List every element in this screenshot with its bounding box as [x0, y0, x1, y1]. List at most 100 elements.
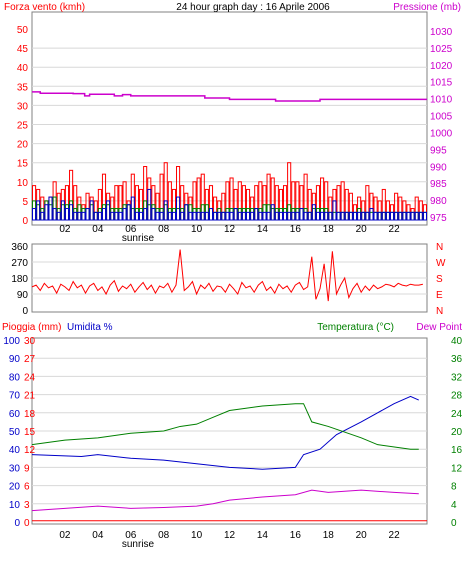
wind-bar: [126, 204, 131, 221]
wind-bar: [418, 211, 423, 221]
wind-bar: [93, 211, 98, 221]
wind-bar: [89, 200, 94, 221]
wind-bar: [225, 211, 230, 221]
wind-bar: [406, 211, 411, 221]
hour-tick-label: 06: [125, 224, 137, 235]
pressure-tick: 985: [430, 179, 447, 190]
wind-bar: [357, 211, 362, 221]
wind-bar: [352, 211, 358, 221]
temperature-tick: 28: [451, 391, 463, 402]
humidity-tick: 40: [9, 445, 21, 456]
wind-direction-tick: 90: [17, 290, 29, 301]
hour-tick-label: 08: [158, 530, 170, 541]
compass-tick: N: [436, 242, 443, 253]
wind-bar: [245, 211, 251, 221]
wind-bar: [217, 211, 222, 221]
hour-tick-label: 08: [158, 224, 170, 235]
sunrise-label-top: sunrise: [122, 233, 155, 244]
rain-tick-labels: 0 3 6 9 12 15 18 21 24 27 30: [24, 336, 36, 529]
pressure-tick: 1030: [430, 27, 453, 38]
wind-speed-tick-labels: 0 5 10 15 20 25 30 35 40 45 50: [17, 25, 29, 227]
hour-tick-label: 20: [356, 224, 368, 235]
wind-bar: [73, 211, 78, 221]
wind-direction-tick: 360: [11, 242, 28, 253]
wind-bar: [422, 211, 427, 221]
humidity-tick: 100: [3, 336, 20, 347]
wind-bar: [221, 211, 226, 221]
humidity-tick: 0: [14, 518, 20, 529]
humidity-tick: 50: [9, 427, 21, 438]
hour-tick-label: 04: [92, 224, 104, 235]
temperature-axis-label: Temperatura (°C): [317, 322, 394, 333]
wind-bar: [204, 211, 209, 221]
humidity-tick: 90: [9, 354, 21, 365]
humidity-tick: 30: [9, 463, 21, 474]
bottom-hour-tick-labels: 02 04 06 08 10 12 14 16 18 20 22: [59, 530, 400, 541]
wind-bar: [155, 211, 160, 221]
wind-bar: [60, 200, 65, 221]
wind-bar: [311, 204, 316, 221]
rain-tick: 3: [24, 500, 30, 511]
wind-direction-tick: 0: [22, 306, 28, 317]
temperature-tick: 16: [451, 445, 463, 456]
wind-direction-tick: 270: [11, 258, 28, 269]
rain-tick: 30: [24, 336, 36, 347]
wind-bar: [233, 208, 238, 221]
wind-bar: [176, 196, 181, 221]
hour-tick-label: 16: [290, 530, 302, 541]
wind-bar: [213, 211, 218, 221]
wind-bar: [184, 204, 189, 221]
wind-bar: [410, 211, 415, 221]
wind-bar: [81, 211, 86, 221]
humidity-tick: 80: [9, 372, 21, 383]
wind-bar: [282, 211, 288, 221]
wind-bar: [336, 211, 341, 221]
wind-bar: [196, 211, 201, 221]
wind-bar: [414, 211, 419, 221]
wind-bar: [101, 208, 107, 221]
wind-bar: [134, 211, 139, 221]
sunrise-label-bottom: sunrise: [122, 539, 155, 550]
dew-point-line: [31, 489, 419, 512]
wind-bar: [52, 208, 57, 221]
wind-speed-tick: 40: [17, 63, 29, 74]
wind-direction-line: [31, 249, 423, 302]
pressure-axis-label: Pressione (mb): [393, 2, 461, 13]
rain-tick: 15: [24, 427, 36, 438]
temperature-tick: 24: [451, 409, 463, 420]
wind-speed-axis-label: Forza vento (kmh): [4, 2, 85, 13]
temperature-tick: 0: [451, 518, 457, 529]
wind-direction-tick: 180: [11, 274, 28, 285]
wind-bar: [394, 211, 399, 221]
hour-tick-label: 20: [356, 530, 368, 541]
wind-bar: [77, 211, 82, 221]
wind-speed-tick: 20: [17, 140, 29, 151]
wind-bar: [106, 200, 111, 221]
temperature-tick: 4: [451, 500, 457, 511]
humidity-axis-label: Umidita %: [67, 322, 113, 333]
rain-tick: 12: [24, 445, 36, 456]
wind-speed-tick: 15: [17, 159, 29, 170]
wind-bar: [270, 204, 275, 221]
chart-title: 24 hour graph day : 16 Aprile 2006: [176, 2, 330, 13]
wind-bar: [381, 211, 386, 221]
wind-bar: [262, 211, 267, 221]
compass-tick: N: [436, 306, 443, 317]
hour-tick-label: 16: [290, 224, 302, 235]
hour-tick-label: 10: [191, 224, 203, 235]
wind-bar: [36, 200, 41, 221]
wind-bar: [398, 211, 403, 221]
wind-bar: [151, 208, 156, 221]
wind-bar: [332, 200, 337, 221]
rain-tick: 6: [24, 482, 30, 493]
wind-bar: [377, 211, 382, 221]
pressure-tick: 980: [430, 196, 447, 207]
wind-bar: [287, 211, 292, 221]
pressure-tick: 1020: [430, 61, 453, 72]
temperature-tick: 12: [451, 463, 463, 474]
wind-bar: [85, 208, 90, 221]
wind-bar: [163, 200, 168, 221]
temperature-tick: 20: [451, 427, 463, 438]
